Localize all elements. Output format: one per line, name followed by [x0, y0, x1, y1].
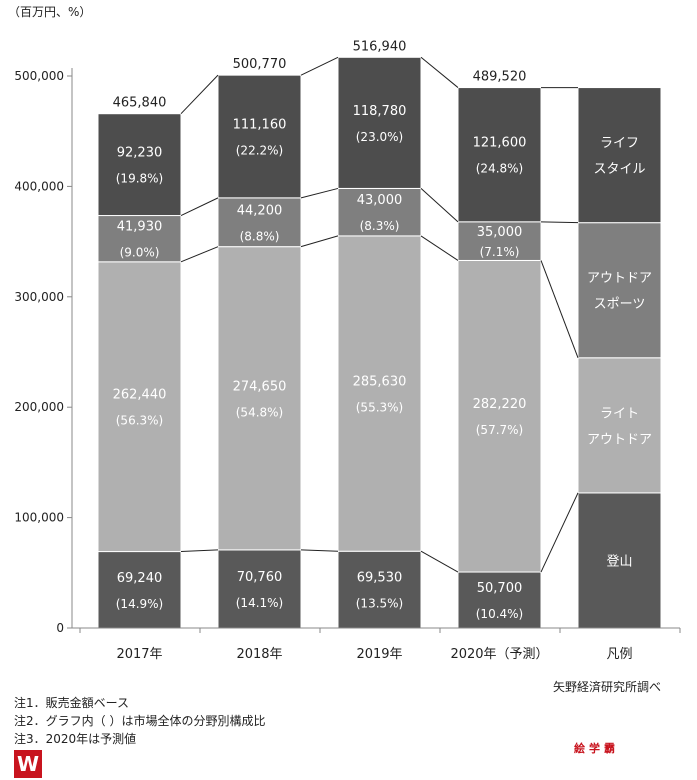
source-credit: 矢野経済研究所調べ — [552, 680, 661, 694]
share-label: (13.5%) — [356, 597, 403, 611]
legend-label: アウトドア — [587, 432, 652, 447]
share-label: (24.8%) — [476, 162, 523, 176]
x-tick-label: 2019年 — [356, 647, 402, 662]
logo-icon: W — [14, 750, 42, 778]
share-label: (8.3%) — [360, 219, 400, 233]
total-label: 500,770 — [233, 57, 287, 72]
bar-segment-3 — [97, 113, 182, 217]
data-label: 111,160 — [233, 118, 287, 133]
legend-label: ライフ — [600, 136, 639, 151]
share-label: (23.0%) — [356, 130, 403, 144]
share-label: (8.8%) — [240, 229, 280, 243]
share-label: (9.0%) — [120, 246, 160, 260]
connector-line — [420, 56, 459, 88]
total-label: 465,840 — [113, 96, 167, 111]
data-label: 282,220 — [473, 397, 527, 412]
data-label: 43,000 — [357, 193, 403, 208]
bar-segment-3 — [457, 87, 542, 223]
connector-line — [420, 550, 459, 573]
share-label: (54.8%) — [236, 405, 283, 419]
x-tick-label: 2017年 — [116, 647, 162, 662]
share-label: (19.8%) — [116, 172, 163, 186]
bar-segment-0 — [97, 551, 182, 629]
data-label: 44,200 — [237, 203, 283, 218]
y-tick-label: 0 — [56, 621, 64, 635]
y-tick-label: 200,000 — [14, 400, 64, 414]
x-tick-label: 凡例 — [606, 647, 632, 662]
legend-label: 登山 — [606, 554, 632, 569]
y-tick-label: 100,000 — [14, 511, 64, 525]
total-label: 489,520 — [473, 70, 527, 85]
watermark-logo: 絵学霸 — [574, 742, 619, 755]
note-3: 注3．2020年は予測値 — [14, 732, 137, 746]
data-label: 50,700 — [477, 581, 523, 596]
connector-line — [180, 197, 219, 216]
connector-line — [180, 246, 219, 263]
connector-line — [300, 56, 339, 76]
share-label: (7.1%) — [480, 245, 520, 259]
connector-line — [300, 235, 339, 248]
connector-line — [540, 260, 579, 358]
bar-segment-0 — [217, 549, 302, 629]
data-label: 274,650 — [233, 379, 287, 394]
bar-segment-1 — [457, 259, 542, 573]
share-label: (22.2%) — [236, 144, 283, 158]
bar-segment-1 — [337, 235, 422, 552]
y-tick-label: 300,000 — [14, 290, 64, 304]
y-unit-label: （百万円、%） — [8, 5, 91, 19]
bar-segment-0 — [337, 550, 422, 629]
bar-segment-1 — [217, 246, 302, 551]
bar-segment-2 — [97, 215, 182, 263]
data-label: 69,240 — [117, 571, 163, 586]
share-label: (14.9%) — [116, 597, 163, 611]
legend-label: ライト — [600, 406, 639, 421]
y-tick-label: 500,000 — [14, 69, 64, 83]
legend-label: アウトドア — [587, 271, 652, 286]
legend-label: スタイル — [593, 162, 645, 177]
legend-swatch-3 — [577, 87, 662, 224]
bar-segment-1 — [97, 261, 182, 553]
data-label: 118,780 — [353, 104, 407, 119]
data-label: 41,930 — [117, 220, 163, 235]
connector-line — [540, 492, 579, 573]
share-label: (56.3%) — [116, 414, 163, 428]
data-label: 69,530 — [357, 571, 403, 586]
data-label: 262,440 — [113, 388, 167, 403]
bar-segment-3 — [217, 74, 302, 199]
data-label: 121,600 — [473, 136, 527, 151]
bar-segment-3 — [337, 56, 422, 189]
share-label: (57.7%) — [476, 423, 523, 437]
y-tick-label: 400,000 — [14, 179, 64, 193]
note-2: 注2．グラフ内（ ）は市場全体の分野別構成比 — [14, 714, 266, 728]
connector-line — [180, 74, 219, 115]
x-tick-label: 2018年 — [236, 647, 282, 662]
connector-line — [420, 235, 459, 261]
legend-swatch-2 — [577, 222, 662, 359]
legend-swatch-1 — [577, 357, 662, 494]
connector-line — [180, 549, 219, 553]
share-label: (55.3%) — [356, 401, 403, 415]
share-label: (14.1%) — [236, 596, 283, 610]
connector-line — [540, 221, 579, 224]
data-label: 35,000 — [477, 225, 523, 240]
legend-label: スポーツ — [594, 297, 646, 312]
x-tick-label: 2020年（予測） — [450, 647, 548, 662]
total-label: 516,940 — [353, 39, 407, 54]
note-1: 注1．販売金額ベース — [14, 696, 130, 710]
connector-line — [420, 188, 459, 223]
data-label: 70,760 — [237, 570, 283, 585]
data-label: 92,230 — [117, 146, 163, 161]
share-label: (10.4%) — [476, 607, 523, 621]
bar-segment-2 — [337, 187, 422, 237]
bar-segment-2 — [217, 197, 302, 248]
connector-line — [300, 187, 339, 199]
data-label: 285,630 — [353, 375, 407, 390]
connector-line — [300, 549, 339, 552]
legend-swatch-0 — [577, 492, 662, 629]
